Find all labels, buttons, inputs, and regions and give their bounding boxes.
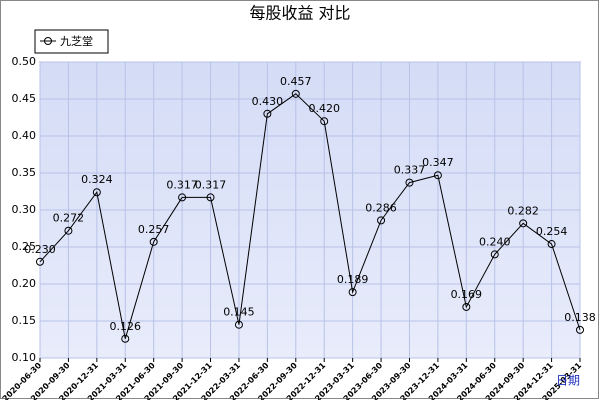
y-tick-label: 0.25 (12, 240, 37, 253)
y-tick-label: 0.45 (12, 92, 37, 105)
data-label: 0.145 (223, 306, 255, 319)
point (576, 325, 584, 334)
data-label: 0.337 (394, 164, 426, 177)
point (36, 257, 44, 266)
point (64, 226, 73, 235)
legend-box (34, 29, 109, 54)
point (547, 240, 556, 249)
point (206, 193, 215, 202)
point (234, 320, 243, 329)
data-label: 0.257 (138, 223, 170, 236)
data-label: 0.189 (337, 273, 369, 286)
series-line (39, 93, 581, 339)
point (178, 193, 187, 202)
point (149, 237, 158, 246)
point (291, 89, 300, 98)
data-label: 0.230 (24, 243, 56, 256)
legend-label: 九芝堂 (60, 35, 93, 48)
data-label: 0.282 (507, 204, 539, 217)
point (490, 250, 499, 259)
data-label: 0.138 (564, 311, 596, 324)
data-label: 0.347 (422, 156, 454, 169)
point (377, 216, 386, 225)
y-tick-label: 0.50 (12, 55, 37, 68)
y-tick-label: 0.40 (12, 129, 37, 142)
data-label: 0.240 (479, 235, 511, 248)
point (263, 109, 272, 118)
chart-title: 每股收益 对比 (249, 4, 350, 23)
y-tick-label: 0.15 (12, 314, 37, 327)
data-label: 0.169 (451, 288, 483, 301)
point (462, 302, 471, 311)
point (433, 171, 442, 180)
data-label: 0.420 (308, 102, 340, 115)
legend-marker (44, 37, 52, 45)
data-label: 0.126 (110, 320, 142, 333)
data-label: 0.324 (81, 173, 113, 186)
point (92, 188, 101, 197)
y-tick-label: 0.30 (12, 203, 37, 216)
point (320, 117, 329, 126)
data-label: 0.317 (166, 178, 198, 191)
data-label: 0.457 (280, 75, 312, 88)
data-label: 0.254 (536, 225, 568, 238)
point (121, 334, 130, 343)
y-tick-label: 0.35 (12, 166, 37, 179)
data-label: 0.430 (252, 95, 284, 108)
point (405, 178, 414, 187)
data-label: 0.286 (365, 201, 397, 214)
point (348, 288, 357, 297)
data-label: 0.272 (53, 212, 85, 225)
y-tick-label: 0.10 (12, 351, 37, 364)
y-tick-label: 0.20 (12, 277, 37, 290)
x-axis-label: 日期 (556, 374, 580, 388)
point (519, 219, 528, 228)
data-label: 0.317 (195, 178, 227, 191)
